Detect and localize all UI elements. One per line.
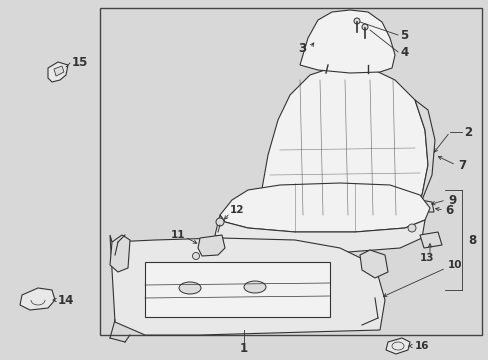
Circle shape — [192, 252, 199, 260]
Text: 11: 11 — [170, 230, 184, 240]
Polygon shape — [385, 338, 409, 354]
Text: 1: 1 — [240, 342, 247, 355]
Circle shape — [361, 24, 367, 30]
Text: 8: 8 — [467, 234, 475, 247]
Text: 2: 2 — [463, 126, 471, 139]
Polygon shape — [20, 288, 55, 310]
Bar — [100, 8, 481, 335]
Polygon shape — [409, 100, 434, 215]
Polygon shape — [419, 232, 441, 248]
Polygon shape — [54, 66, 64, 76]
Polygon shape — [254, 200, 419, 238]
Text: 16: 16 — [414, 341, 428, 351]
Text: 12: 12 — [229, 205, 244, 215]
Polygon shape — [110, 235, 384, 335]
Circle shape — [216, 218, 224, 226]
Polygon shape — [215, 215, 424, 252]
Text: 6: 6 — [444, 203, 452, 216]
Polygon shape — [220, 183, 429, 232]
Bar — [145, 262, 329, 317]
Text: 10: 10 — [447, 260, 462, 270]
Text: 5: 5 — [399, 28, 407, 41]
Text: 14: 14 — [58, 293, 74, 306]
Text: 9: 9 — [447, 194, 455, 207]
Polygon shape — [260, 65, 427, 228]
Text: 7: 7 — [457, 158, 465, 171]
Text: 3: 3 — [297, 41, 305, 54]
Text: 13: 13 — [419, 253, 434, 263]
Ellipse shape — [244, 281, 265, 293]
Polygon shape — [359, 250, 387, 278]
Polygon shape — [48, 62, 68, 82]
Polygon shape — [198, 235, 224, 256]
Polygon shape — [110, 235, 130, 272]
Circle shape — [353, 18, 359, 24]
Polygon shape — [299, 10, 394, 73]
Circle shape — [407, 224, 415, 232]
Text: 15: 15 — [72, 55, 88, 68]
Polygon shape — [419, 200, 433, 212]
Ellipse shape — [179, 282, 201, 294]
Text: 4: 4 — [399, 45, 407, 59]
